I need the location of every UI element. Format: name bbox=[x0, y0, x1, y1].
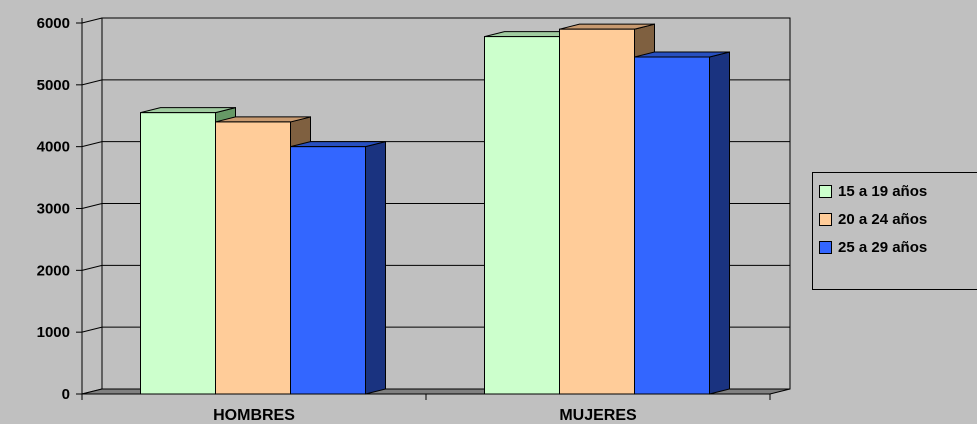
y-tick-label-5000: 5000 bbox=[37, 77, 70, 94]
bar-front bbox=[559, 28, 635, 395]
y-axis-ticks: 0 1000 2000 3000 4000 5000 6000 bbox=[37, 15, 82, 403]
bar-side bbox=[365, 141, 386, 395]
bar-front bbox=[140, 112, 216, 395]
x-axis-ticks: HOMBRES MUJERES bbox=[81, 394, 771, 424]
gridline-depth bbox=[81, 326, 103, 333]
legend-swatch-3 bbox=[819, 240, 832, 254]
y-tick-label-6000: 6000 bbox=[37, 15, 70, 32]
x-tick-label-hombres: HOMBRES bbox=[213, 407, 295, 424]
bar-front bbox=[290, 146, 366, 395]
legend-label-3: 25 a 29 años bbox=[838, 238, 928, 256]
bars bbox=[140, 23, 730, 395]
bar-front bbox=[484, 36, 560, 395]
legend-item-2: 20 a 24 años bbox=[819, 209, 927, 229]
legend-label-1: 15 a 19 años bbox=[838, 182, 928, 200]
legend-label-2: 20 a 24 años bbox=[838, 210, 928, 228]
y-tick-label-0: 0 bbox=[62, 386, 70, 403]
legend-item-1: 15 a 19 años bbox=[819, 181, 927, 201]
legend-swatch-2 bbox=[819, 212, 832, 226]
gridline-depth bbox=[81, 264, 103, 271]
legend-item-3: 25 a 29 años bbox=[819, 237, 927, 257]
y-tick-label-3000: 3000 bbox=[37, 201, 70, 218]
gridline-depth bbox=[81, 79, 103, 86]
y-tick-label-2000: 2000 bbox=[37, 262, 70, 279]
gridline-depth bbox=[81, 203, 103, 209]
gridline-depth bbox=[81, 141, 103, 148]
gridline-depth bbox=[81, 17, 103, 24]
bar-mujeres-3 bbox=[634, 51, 730, 395]
bar-side bbox=[709, 51, 730, 395]
y-tick-label-1000: 1000 bbox=[37, 324, 70, 341]
bar-front bbox=[215, 121, 291, 395]
legend: 15 a 19 años 20 a 24 años 25 a 29 años bbox=[812, 172, 977, 290]
bar-front bbox=[634, 56, 710, 395]
legend-swatch-1 bbox=[819, 184, 832, 198]
y-tick-label-4000: 4000 bbox=[37, 139, 70, 156]
bar-hombres-3 bbox=[290, 141, 386, 395]
x-tick-label-mujeres: MUJERES bbox=[559, 407, 637, 424]
